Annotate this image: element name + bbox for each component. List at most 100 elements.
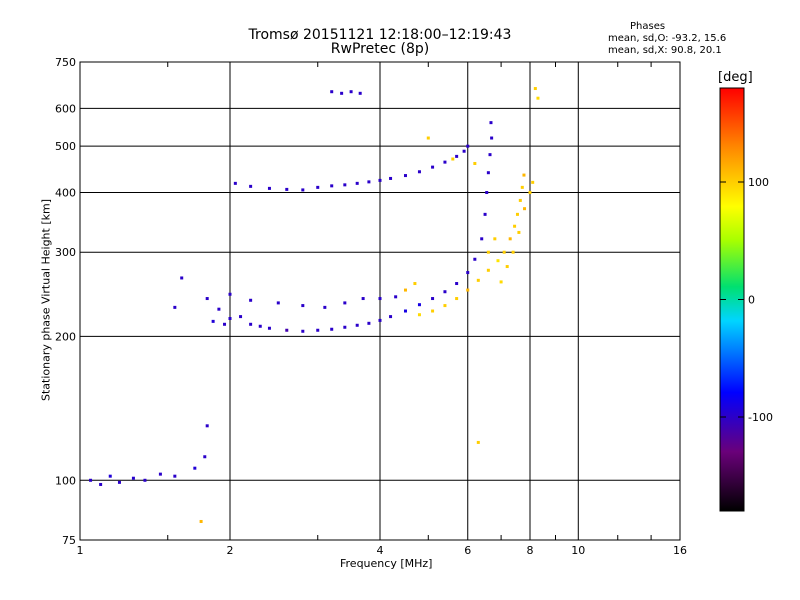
plot-frame [79, 61, 681, 541]
data-point [205, 297, 209, 301]
data-point [443, 290, 447, 294]
data-point [285, 328, 289, 332]
data-point [355, 323, 359, 327]
data-point [316, 328, 320, 332]
data-point [389, 315, 393, 319]
data-point [330, 184, 334, 188]
data-point [443, 304, 447, 308]
data-point [301, 304, 305, 308]
phase-stats-heading: Phases [630, 21, 666, 32]
data-point [476, 440, 480, 444]
data-point [361, 297, 365, 301]
data-point [131, 476, 135, 480]
data-point [358, 91, 362, 95]
data-point [480, 237, 484, 241]
data-point [426, 136, 430, 140]
data-point [389, 176, 393, 180]
data-point [258, 324, 262, 328]
data-point [522, 173, 526, 177]
data-point [513, 224, 517, 228]
data-point [239, 315, 243, 319]
y-tick-label: 100 [55, 474, 76, 487]
data-point [267, 186, 271, 190]
data-point [217, 307, 221, 311]
data-point [486, 250, 490, 254]
data-point [455, 297, 459, 301]
chart-subtitle: RwPretec (8p) [330, 41, 430, 57]
data-point [523, 207, 527, 211]
data-point [473, 161, 477, 165]
data-point [486, 171, 490, 175]
data-point [502, 250, 506, 254]
data-point [143, 478, 147, 482]
data-point [211, 319, 215, 323]
data-point [515, 212, 519, 216]
data-point [301, 329, 305, 333]
data-point [276, 301, 280, 305]
data-point [528, 190, 532, 194]
data-point [473, 257, 477, 261]
data-point [488, 153, 492, 157]
x-axis-label: Frequency [MHz] [340, 557, 433, 570]
data-point [533, 87, 537, 91]
data-point [249, 298, 253, 302]
data-point [493, 237, 497, 241]
data-point [455, 154, 459, 158]
data-point [367, 321, 371, 325]
data-point [403, 309, 407, 313]
data-point [466, 288, 470, 292]
data-point [490, 136, 494, 140]
data-point [417, 170, 421, 174]
x-tick-label: 4 [377, 544, 384, 557]
data-point [505, 265, 509, 269]
data-point [316, 185, 320, 189]
data-point [343, 325, 347, 329]
data-point [511, 250, 515, 254]
data-point [89, 478, 93, 482]
data-point [267, 326, 271, 330]
data-point [378, 318, 382, 322]
data-point [431, 297, 435, 301]
data-point [413, 282, 417, 286]
chart-title: Tromsø 20151121 12:18:00–12:19:43 [248, 27, 512, 43]
data-point [394, 295, 398, 299]
data-point [520, 185, 524, 189]
data-point [489, 121, 493, 125]
data-point [108, 474, 112, 478]
colorbar-tick-label: 0 [748, 294, 755, 307]
x-tick-label: 10 [571, 544, 585, 557]
data-point [301, 188, 305, 192]
data-point [518, 198, 522, 202]
x-tick-label: 2 [227, 544, 234, 557]
data-point [349, 90, 353, 94]
phase-stats-o: mean, sd,O: -93.2, 15.6 [608, 33, 727, 44]
data-point [323, 305, 327, 309]
data-point [158, 472, 162, 476]
y-tick-label: 75 [62, 534, 76, 547]
data-point [367, 180, 371, 184]
data-point [228, 316, 232, 320]
data-point [233, 181, 237, 185]
data-point [462, 149, 466, 153]
x-tick-label: 8 [527, 544, 534, 557]
data-point [466, 144, 470, 148]
data-point [330, 327, 334, 331]
colorbar-tick-label: -100 [748, 411, 773, 424]
data-point [499, 280, 503, 284]
data-point [343, 301, 347, 305]
data-point [249, 322, 253, 326]
data-point [496, 259, 500, 263]
data-point [378, 178, 382, 182]
data-point [249, 184, 253, 188]
data-point [285, 187, 289, 191]
data-point [340, 91, 344, 95]
data-point [199, 519, 203, 523]
data-point [451, 157, 455, 161]
data-point [193, 466, 197, 470]
y-tick-label: 750 [55, 56, 76, 69]
data-point [117, 480, 121, 484]
data-point [355, 181, 359, 185]
x-tick-label: 6 [464, 544, 471, 557]
data-point [403, 174, 407, 178]
